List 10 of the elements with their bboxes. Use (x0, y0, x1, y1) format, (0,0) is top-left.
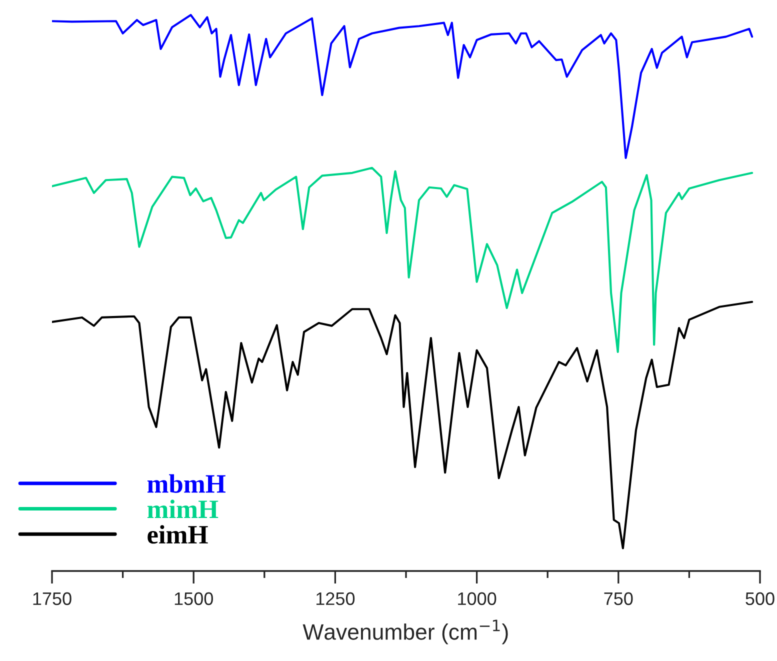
legend-label: eimH (148, 525, 208, 544)
x-tick-label: 750 (604, 592, 633, 606)
x-tick-label: 1000 (458, 592, 496, 606)
legend-label: mbmH (147, 474, 226, 493)
x-tick-label: 1250 (316, 592, 355, 606)
x-tick-label: 1500 (174, 592, 213, 606)
legend-label: mimH (147, 500, 218, 518)
x-tick-label: 1750 (33, 592, 72, 606)
x-tick-label: 500 (746, 592, 774, 606)
x-axis-title: Wavenumber (cm$^{−1}$) (302, 620, 508, 644)
